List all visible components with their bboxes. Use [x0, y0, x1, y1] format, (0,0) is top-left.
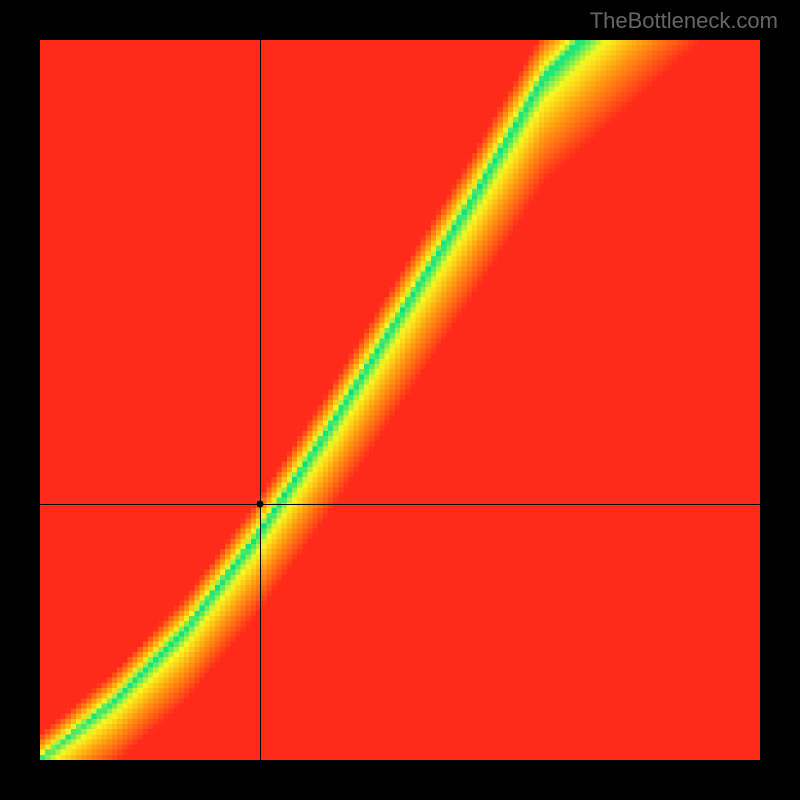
crosshair-horizontal — [40, 504, 760, 505]
marker-dot — [256, 501, 263, 508]
heatmap-plot — [40, 40, 760, 760]
watermark-text: TheBottleneck.com — [590, 8, 778, 34]
heatmap-canvas — [40, 40, 760, 760]
crosshair-vertical — [260, 40, 261, 760]
